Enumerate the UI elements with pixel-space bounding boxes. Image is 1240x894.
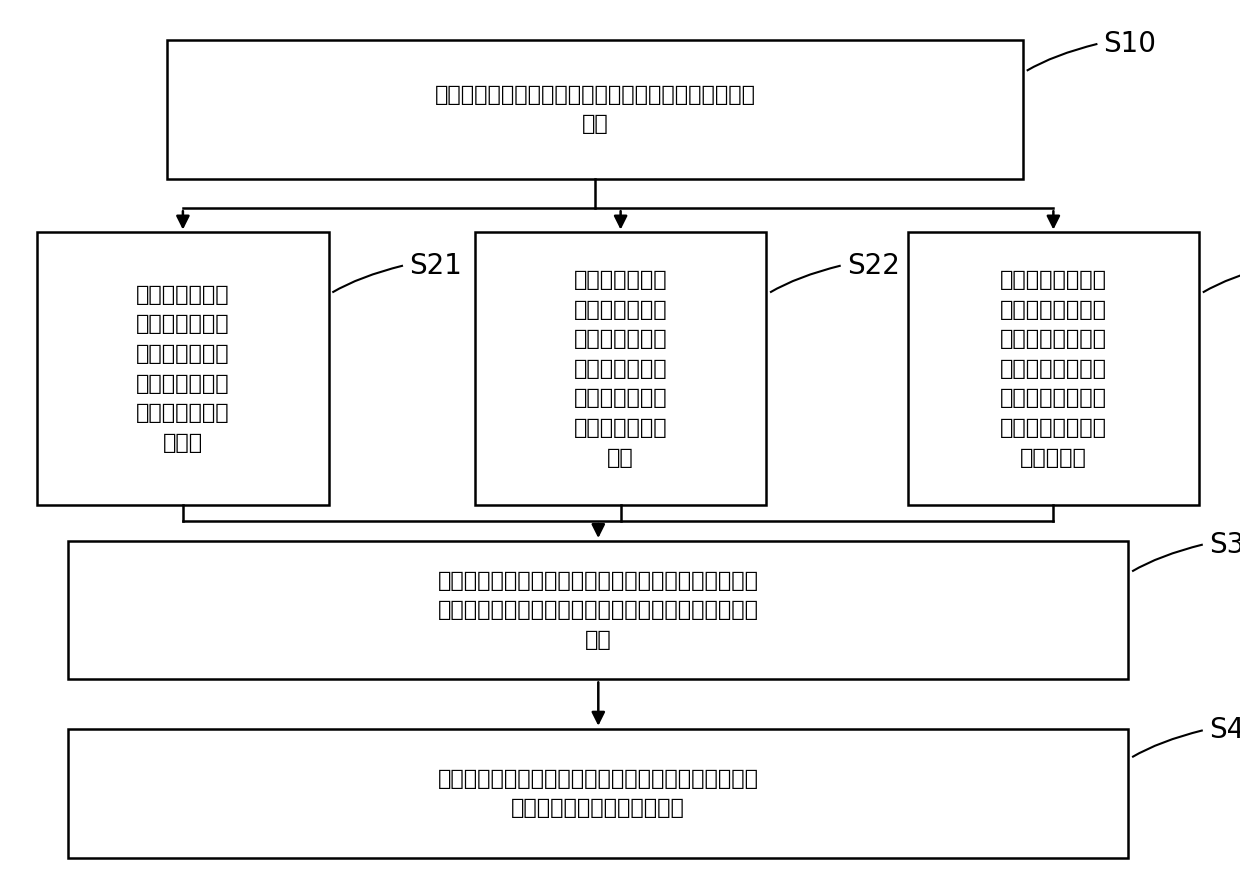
Text: 将所述目标卷积特
征代入分割解码器
，获得与所述待处
理道路图像大小一
致的特征图，根据
所述特征图获得语
义分割结果: 将所述目标卷积特 征代入分割解码器 ，获得与所述待处 理道路图像大小一 致的特征…	[999, 270, 1107, 468]
FancyBboxPatch shape	[908, 232, 1199, 505]
Text: 根据所述路面区域坐标和所述车辆区域坐标确定所述待
处理道路图像的道路拥堵信息: 根据所述路面区域坐标和所述车辆区域坐标确定所述待 处理道路图像的道路拥堵信息	[438, 769, 759, 818]
Text: S10: S10	[1104, 30, 1157, 58]
FancyBboxPatch shape	[68, 729, 1128, 858]
Text: S30: S30	[1209, 530, 1240, 559]
FancyBboxPatch shape	[37, 232, 329, 505]
Text: S21: S21	[409, 251, 463, 280]
Text: 将所述目标卷积
特征代入分类解
码器，获得特征
向量，根据所述
特征向量获得类
别结果: 将所述目标卷积 特征代入分类解 码器，获得特征 向量，根据所述 特征向量获得类 …	[136, 285, 229, 452]
Text: S22: S22	[847, 251, 900, 280]
Text: 根据所述类别结果，所述位置结果和所述语义分割结果
确定所述待处理道路图像中的路面区域坐标和车辆区域
坐标: 根据所述类别结果，所述位置结果和所述语义分割结果 确定所述待处理道路图像中的路面…	[438, 570, 759, 650]
FancyBboxPatch shape	[68, 541, 1128, 679]
FancyBboxPatch shape	[167, 40, 1023, 179]
Text: S40: S40	[1209, 716, 1240, 745]
Text: 根据预设神经网络模型提取待处理道路图像的目标卷积
特征: 根据预设神经网络模型提取待处理道路图像的目标卷积 特征	[435, 85, 755, 134]
FancyBboxPatch shape	[475, 232, 766, 505]
Text: 将所述目标卷积
特征代入检测解
码器，获得边界
框位置残差，根
据所述边界框位
置残差获得位置
结果: 将所述目标卷积 特征代入检测解 码器，获得边界 框位置残差，根 据所述边界框位 …	[574, 270, 667, 468]
